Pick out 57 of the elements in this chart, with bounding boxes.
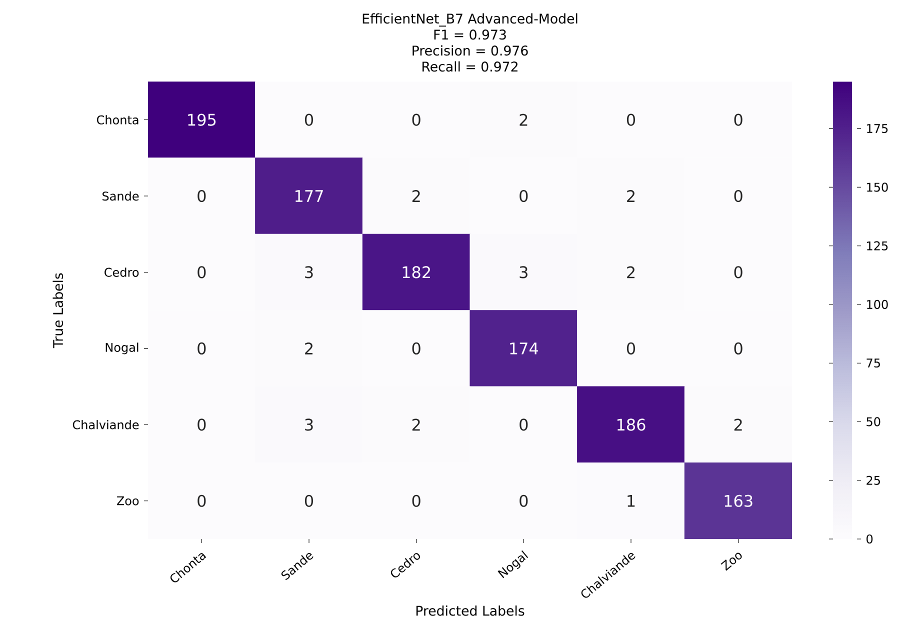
data-label: 174 (510, 342, 538, 354)
color-bar-label: 75 (866, 358, 880, 368)
data-label: 0 (626, 114, 636, 126)
data-label: 0 (734, 342, 742, 354)
data-label: 0 (198, 266, 206, 278)
x-tick-label: Zoo (720, 552, 742, 571)
data-label: 0 (198, 418, 206, 431)
data-label: 0 (520, 418, 528, 431)
color-bar-label: 25 (866, 476, 880, 485)
color-bar-label: 175 (867, 124, 888, 134)
y-axis-title: True Labels (52, 273, 64, 348)
data-label: 3 (305, 418, 313, 431)
text: F1 = 0.973 (434, 30, 506, 40)
data-label: 0 (734, 190, 742, 202)
y-tick-label: Sande (102, 191, 139, 201)
data-label: 195 (188, 114, 216, 126)
data-label: 0 (734, 114, 742, 126)
y-tick-label: Chonta (96, 115, 138, 124)
color-bar-label: 50 (866, 417, 880, 426)
data-label: 1 (628, 495, 635, 507)
data-label: 2 (627, 190, 634, 202)
y-tick-label: Zoo (116, 496, 139, 506)
data-label: 182 (402, 266, 430, 278)
data-label: 3 (520, 266, 528, 278)
y-tick-label: Nogal (106, 342, 138, 354)
text: Recall = 0.972 (422, 61, 518, 72)
data-label: 0 (198, 342, 206, 354)
data-label: 0 (412, 494, 420, 507)
data-label: 163 (724, 494, 752, 507)
data-label: 3 (305, 266, 313, 278)
data-label: 2 (412, 418, 420, 431)
data-label: 2 (305, 342, 312, 354)
color-bar-label: 125 (867, 241, 888, 250)
color-bar-label: 0 (866, 534, 873, 544)
color-bar-label: 150 (867, 182, 888, 192)
data-label: 0 (626, 342, 636, 354)
chart-title: EfficientNet_B7 Advanced-Model (362, 13, 578, 27)
data-label: 2 (627, 266, 634, 278)
data-label: 177 (295, 190, 323, 202)
data-label: 2 (520, 114, 528, 126)
data-label: 0 (198, 190, 206, 202)
data-label: 0 (734, 266, 742, 278)
y-tick-label: Chalviande (72, 420, 139, 430)
data-label: 0 (412, 342, 420, 354)
y-tick-label: Cedro (104, 268, 139, 277)
data-label: 0 (198, 494, 206, 507)
text: Precision = 0.976 (412, 45, 528, 56)
data-label: 0 (520, 190, 528, 202)
x-axis-title: Predicted Labels (416, 605, 524, 616)
data-label: 2 (412, 190, 420, 202)
data-label: 2 (734, 418, 742, 431)
data-label: 0 (412, 114, 420, 126)
data-label: 0 (520, 494, 528, 507)
data-label: 0 (304, 114, 314, 126)
color-bar-label: 100 (867, 300, 888, 309)
data-label: 186 (617, 418, 646, 431)
data-label: 0 (304, 494, 314, 507)
